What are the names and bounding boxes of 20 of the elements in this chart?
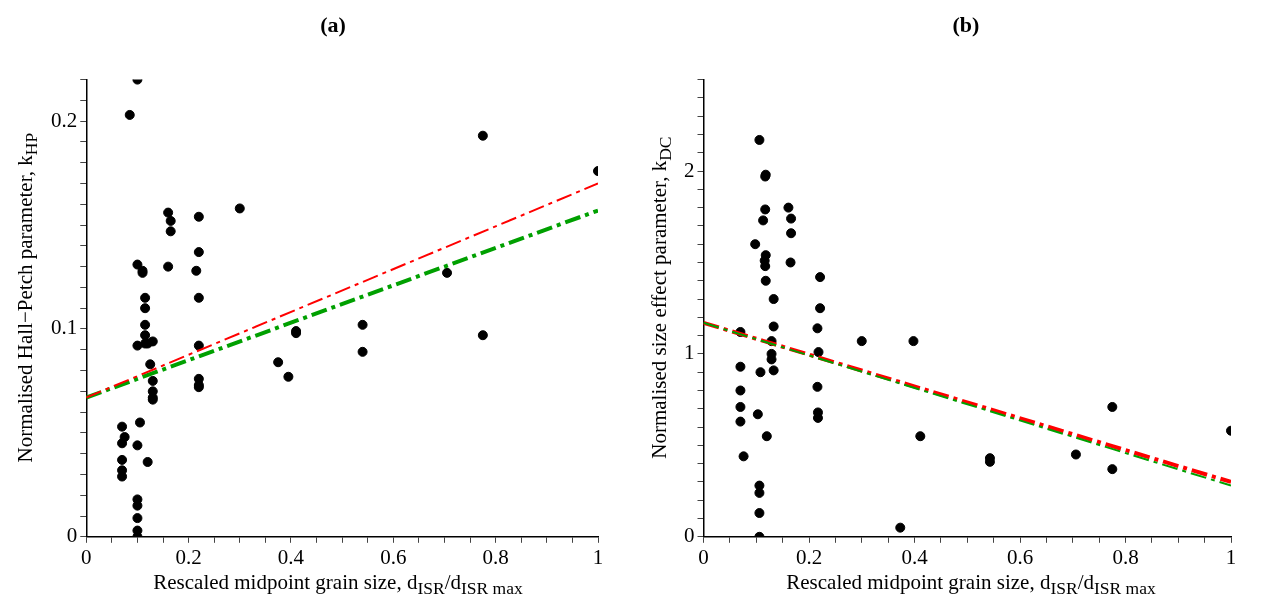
x-tick-label: 1 bbox=[1225, 544, 1237, 569]
x-tick-label: 0.6 bbox=[380, 544, 407, 569]
x-tick-label: 0.2 bbox=[175, 544, 202, 569]
x-axis-title: Rescaled midpoint grain size, d$_{ISR}$/d$_{ISR max}$ bbox=[785, 570, 1157, 600]
x-tick-label: 0.6 bbox=[1006, 544, 1034, 569]
x-tick-label: 0.8 bbox=[482, 544, 509, 569]
y-tick-label: 0 bbox=[66, 523, 78, 548]
x-tick-label: 0.4 bbox=[901, 544, 929, 569]
chart-title: (a) bbox=[319, 12, 347, 38]
x-tick-label: 0.4 bbox=[277, 544, 305, 569]
y-tick-label: 0 bbox=[684, 523, 695, 548]
x-tick-label: 0.2 bbox=[795, 544, 823, 569]
y-tick-label: 1 bbox=[684, 340, 695, 365]
y-tick-label: 0.2 bbox=[51, 107, 78, 132]
x-axis-title: Rescaled midpoint grain size, d$_{ISR}$/d$_{ISR max}$ bbox=[152, 570, 524, 600]
y-tick-label: 0.1 bbox=[51, 315, 78, 340]
x-tick-label: 0.8 bbox=[1112, 544, 1139, 569]
chart-title: (b) bbox=[951, 12, 981, 38]
x-tick-label: 1 bbox=[592, 544, 604, 569]
y-tick-label: 2 bbox=[684, 157, 695, 182]
